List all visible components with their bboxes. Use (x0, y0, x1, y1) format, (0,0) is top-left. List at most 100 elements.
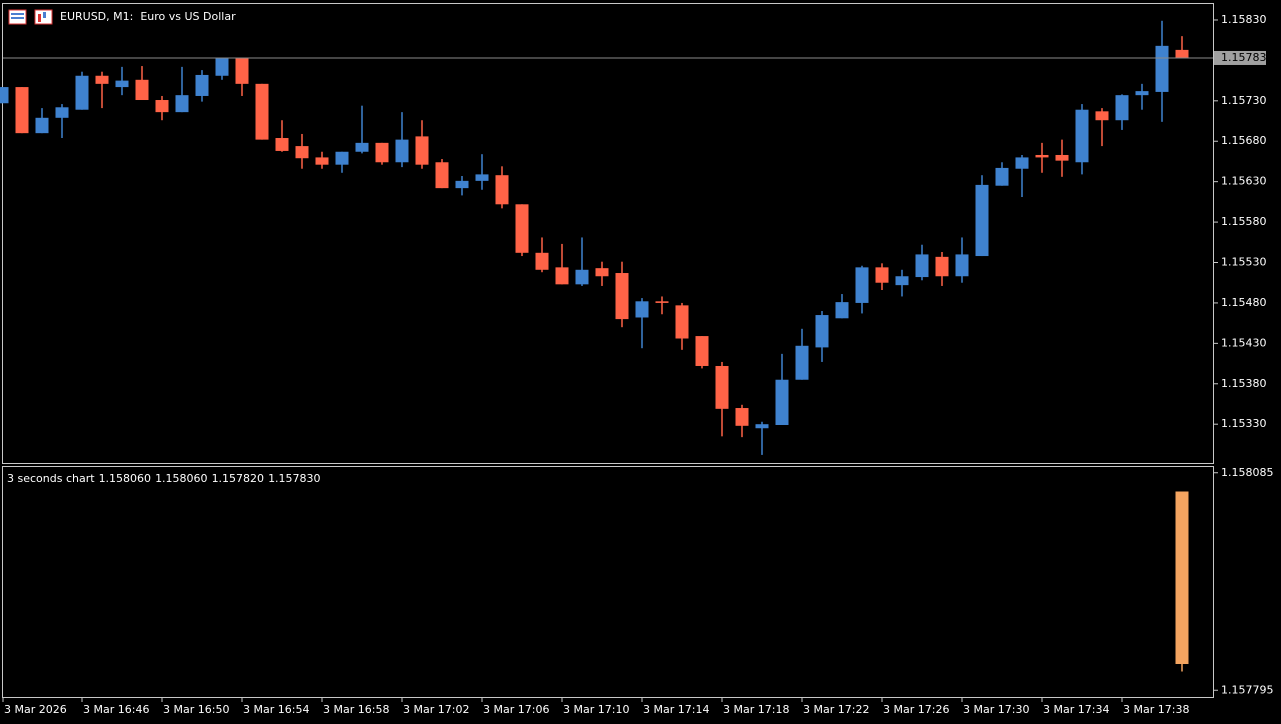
candle-body (235, 57, 249, 84)
x-tick-label: 3 Mar 16:50 (163, 703, 229, 716)
candle-body (755, 424, 769, 429)
candle-body (515, 204, 529, 253)
icon-bar (43, 12, 46, 18)
value-label: 1.158060 (99, 472, 152, 485)
main-pane (2, 3, 1214, 464)
candle-body (635, 301, 649, 318)
candle-body (715, 365, 729, 409)
x-tick-label: 3 Mar 17:22 (803, 703, 869, 716)
chart-icon[interactable] (34, 9, 53, 25)
candle-body (0, 87, 9, 104)
y-tick-label: 1.15730 (1221, 94, 1267, 107)
candle-body (1175, 49, 1189, 58)
candle-body (335, 151, 349, 165)
x-tick-label: 3 Mar 17:10 (563, 703, 629, 716)
candle-body (575, 269, 589, 285)
candle-body (555, 267, 569, 285)
y-tick-label: 1.15830 (1221, 13, 1267, 26)
candle-body (835, 302, 849, 319)
candle-body (175, 95, 189, 113)
candle-body (655, 301, 669, 303)
candle-body (155, 100, 169, 113)
candle-body (915, 254, 929, 278)
candle-body (1015, 157, 1029, 169)
candle-body (195, 74, 209, 96)
candle-body (1055, 154, 1069, 161)
candle-body (1095, 111, 1109, 121)
value-label: 1.157820 (212, 472, 265, 485)
candle-body (315, 157, 329, 165)
candle-body (255, 83, 269, 140)
y-tick-label: 1.158085 (1221, 466, 1274, 479)
candle-body (15, 87, 29, 134)
candle-body (995, 167, 1009, 186)
x-tick-label: 3 Mar 17:14 (643, 703, 709, 716)
candle-body (855, 267, 869, 303)
candle-body (1155, 45, 1169, 92)
candle-body (1135, 91, 1149, 96)
y-tick-label: 1.15330 (1221, 417, 1267, 430)
lower-pane (2, 466, 1214, 698)
x-tick-label: 3 Mar 2026 (4, 703, 67, 716)
candle-body (475, 174, 489, 181)
candle-body (215, 57, 229, 76)
y-tick-label: 1.15630 (1221, 175, 1267, 188)
x-tick-label: 3 Mar 17:30 (963, 703, 1029, 716)
candle-body (375, 142, 389, 163)
candle-body (775, 379, 789, 426)
candle-body (975, 184, 989, 257)
indicator-header: 3 seconds chart 1.158060 1.158060 1.157820 1… (7, 472, 321, 485)
icon-line (11, 17, 24, 19)
x-tick-label: 3 Mar 17:02 (403, 703, 469, 716)
candle-body (735, 408, 749, 426)
candle-body (275, 138, 289, 151)
candle-body (955, 254, 969, 277)
candle-body (875, 267, 889, 283)
current-price-box (1214, 50, 1266, 65)
icon-bar (38, 14, 41, 22)
candle-body (935, 256, 949, 277)
x-tick-label: 3 Mar 17:34 (1043, 703, 1109, 716)
y-tick-label: 1.15580 (1221, 215, 1267, 228)
x-tick-label: 3 Mar 16:58 (323, 703, 389, 716)
candle-body (535, 252, 549, 270)
y-tick-label: 1.15680 (1221, 134, 1267, 147)
x-tick-label: 3 Mar 17:38 (1123, 703, 1189, 716)
candle-body (795, 345, 809, 380)
y-tick-label: 1.15430 (1221, 336, 1267, 349)
value-label: 1.158060 (155, 472, 208, 485)
x-tick-label: 3 Mar 17:06 (483, 703, 549, 716)
x-tick-label: 3 Mar 17:18 (723, 703, 789, 716)
current-price-label: 1.15783 (1221, 51, 1267, 64)
candle-body (675, 305, 689, 339)
y-tick-label: 1.15380 (1221, 377, 1267, 390)
candle-body (135, 79, 149, 101)
x-tick-label: 3 Mar 17:26 (883, 703, 949, 716)
menu-icon[interactable] (8, 9, 27, 25)
candle-body (1115, 95, 1129, 121)
candle-body (615, 273, 629, 320)
candle-body (1035, 154, 1049, 158)
y-tick-label: 1.15530 (1221, 256, 1267, 269)
value-label: 1.157830 (268, 472, 321, 485)
candle-body (595, 268, 609, 277)
candle-body (1075, 109, 1089, 163)
candle-body (295, 146, 309, 159)
candle-body (815, 315, 829, 348)
candle-body (35, 117, 49, 134)
candle-body (95, 75, 109, 84)
indicator-title: 3 seconds chart (7, 472, 95, 485)
candle-body (415, 136, 429, 165)
candle-body (895, 276, 909, 286)
chart-title: EURUSD, M1: Euro vs US Dollar (60, 10, 236, 23)
candle-body (495, 175, 509, 205)
candle-body (75, 75, 89, 110)
candle-body (55, 107, 69, 118)
x-tick-label: 3 Mar 16:46 (83, 703, 149, 716)
x-tick-label: 3 Mar 16:54 (243, 703, 309, 716)
candle-body (455, 180, 469, 189)
candle-body (395, 139, 409, 163)
